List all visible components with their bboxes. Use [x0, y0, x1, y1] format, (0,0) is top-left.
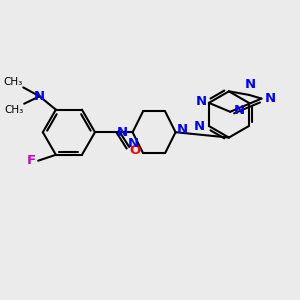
- Text: N: N: [117, 126, 128, 139]
- Text: N: N: [194, 119, 205, 133]
- Text: O: O: [129, 143, 140, 157]
- Text: N: N: [177, 123, 188, 136]
- Text: N: N: [195, 95, 206, 108]
- Text: N: N: [128, 137, 139, 150]
- Text: CH₃: CH₃: [3, 77, 23, 87]
- Text: N: N: [265, 92, 276, 105]
- Text: N: N: [245, 78, 256, 91]
- Text: N: N: [234, 104, 245, 117]
- Text: F: F: [27, 154, 36, 167]
- Text: N: N: [34, 90, 45, 103]
- Text: CH₃: CH₃: [4, 105, 24, 115]
